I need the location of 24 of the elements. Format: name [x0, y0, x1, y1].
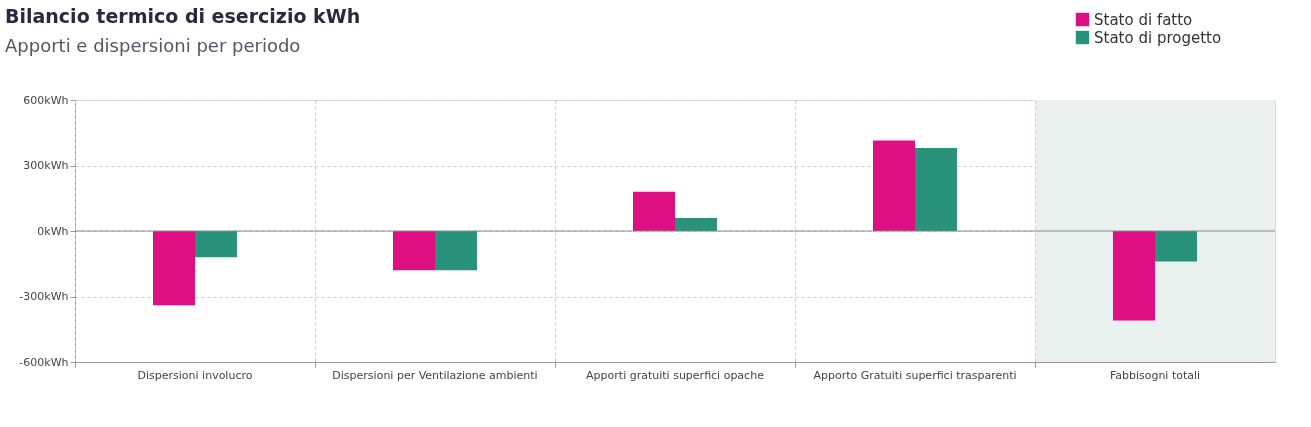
- y-tick-label: -300kWh: [19, 290, 69, 303]
- bar: [633, 191, 675, 231]
- x-tick-label: Dispersioni involucro: [137, 368, 253, 382]
- y-tick-label: -600kWh: [19, 355, 69, 369]
- x-tick-label: Apporti gratuiti superfici opache: [586, 368, 765, 382]
- bar: [873, 140, 915, 231]
- legend-label: Stato di fatto: [1094, 10, 1193, 29]
- y-tick-label: 600kWh: [23, 93, 69, 107]
- chart-subtitle: Apporti e dispersioni per periodo: [5, 35, 301, 56]
- chart-title: Bilancio termico di esercizio kWh: [5, 5, 361, 27]
- y-tick-label: 300kWh: [23, 159, 69, 172]
- y-tick-label: 0kWh: [37, 224, 69, 238]
- x-tick-label: Dispersioni per Ventilazione ambienti: [332, 368, 538, 382]
- bar: [393, 231, 435, 271]
- bar: [1113, 231, 1155, 321]
- bar: [915, 148, 957, 231]
- x-tick-label: Apporto Gratuiti superfici trasparenti: [813, 368, 1017, 382]
- legend-label: Stato di progetto: [1094, 28, 1222, 47]
- bar: [195, 231, 237, 258]
- bar: [153, 231, 195, 306]
- bar: [1155, 231, 1197, 262]
- x-tick-label: Fabbisogni totali: [1109, 368, 1201, 382]
- bar: [675, 217, 717, 231]
- bar: [435, 231, 477, 271]
